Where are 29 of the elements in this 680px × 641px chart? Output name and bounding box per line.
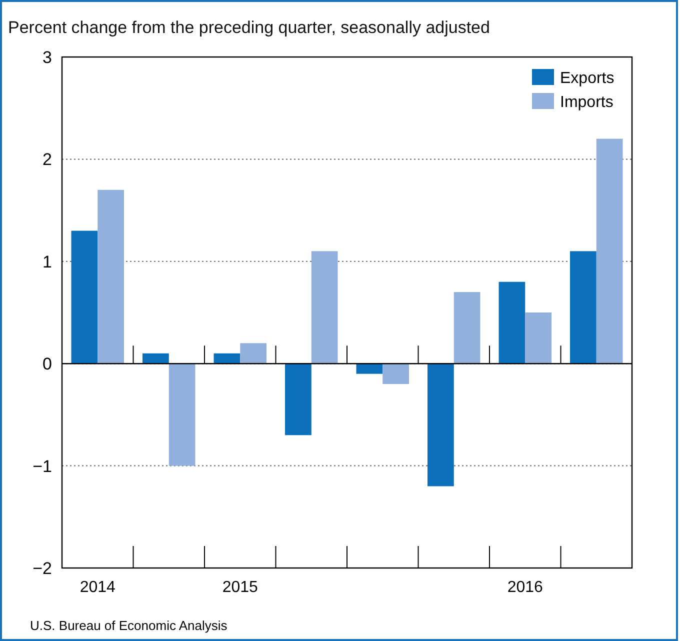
x-tick-label: 2014	[80, 579, 116, 596]
bar	[454, 292, 480, 364]
legend-label: Exports	[560, 70, 614, 87]
bar	[382, 364, 409, 384]
chart-title: Percent change from the preceding quarter, seasonally adjusted	[8, 18, 490, 37]
bar	[214, 353, 240, 364]
bar	[240, 343, 266, 364]
bar	[356, 364, 383, 374]
bar	[525, 312, 552, 364]
bar	[285, 364, 312, 436]
bar	[498, 282, 526, 364]
bar	[570, 251, 596, 364]
y-tick-label: 3	[42, 48, 52, 67]
y-tick-label: −2	[32, 559, 52, 578]
x-tick-label: 2015	[222, 579, 258, 596]
bar	[596, 138, 623, 364]
bar	[142, 353, 169, 364]
y-tick-label: 0	[42, 354, 52, 374]
y-tick-label: 1	[42, 252, 52, 272]
y-tick-label: −1	[32, 456, 52, 476]
y-tick-label: 2	[42, 150, 52, 170]
x-tick-label: 2016	[507, 579, 544, 596]
legend-label: Imports	[560, 94, 614, 111]
text: U.S. Bureau of Economic Analysis	[30, 618, 228, 633]
bar	[168, 364, 196, 466]
bar	[71, 230, 98, 364]
bar	[428, 364, 454, 486]
bar	[98, 190, 124, 364]
bar	[311, 251, 338, 364]
